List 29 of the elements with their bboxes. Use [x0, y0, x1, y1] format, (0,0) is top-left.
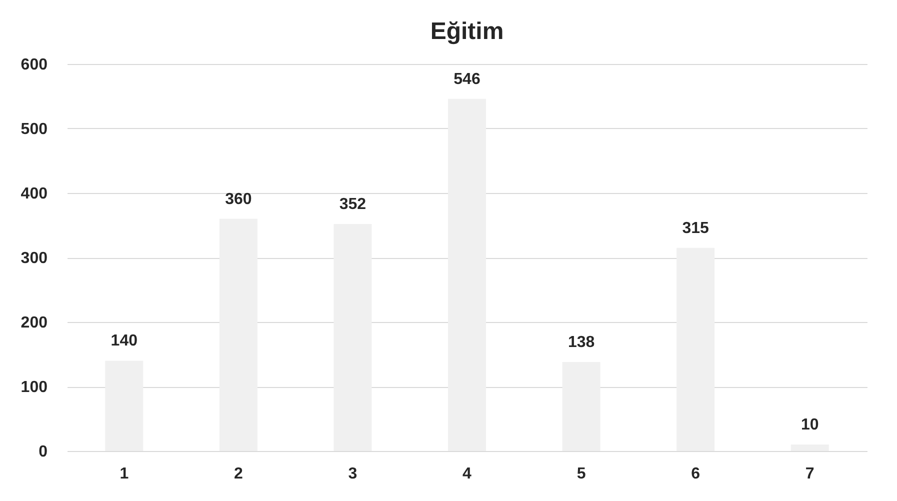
bar	[562, 362, 600, 451]
data-label: 138	[568, 334, 595, 351]
chart-title: Eğitim	[430, 18, 504, 45]
bar	[676, 248, 715, 451]
data-label: 140	[110, 332, 138, 350]
x-tick-label: 3	[348, 466, 358, 482]
bar	[219, 218, 258, 451]
y-tick-label: 500	[20, 121, 48, 138]
x-tick-label: 2	[234, 466, 243, 482]
bar	[790, 444, 829, 451]
x-tick-label: 1	[120, 466, 129, 482]
x-tick-label: 7	[805, 466, 814, 482]
y-tick-label: 400	[20, 186, 48, 202]
bar	[105, 360, 144, 451]
bar	[448, 98, 486, 451]
data-label: 546	[454, 70, 480, 88]
y-tick-label: 200	[20, 314, 48, 332]
x-tick-label: 5	[576, 466, 586, 482]
bar	[334, 224, 372, 451]
data-label: 315	[682, 220, 710, 237]
y-tick-label: 600	[20, 56, 48, 74]
data-label: 360	[225, 190, 252, 208]
y-tick-label: 0	[38, 444, 48, 460]
data-label: 10	[800, 416, 819, 434]
data-label: 352	[339, 196, 366, 213]
y-tick-label: 300	[20, 250, 48, 267]
x-tick-label: 6	[691, 466, 700, 482]
y-tick-label: 100	[20, 379, 48, 396]
x-tick-label: 4	[462, 466, 472, 482]
